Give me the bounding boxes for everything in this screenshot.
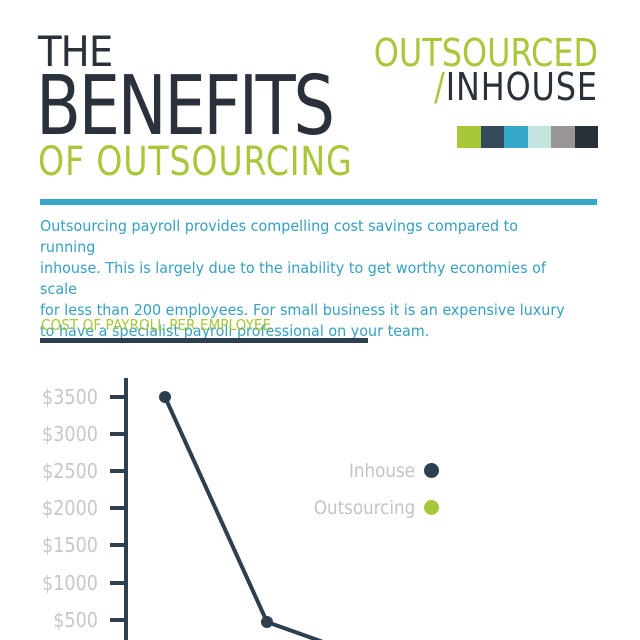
swatch-blue <box>504 126 528 148</box>
y-tick-label: $1000 <box>42 571 98 595</box>
swatch-green <box>457 126 481 148</box>
legend-label-outsourcing: Outsourcing <box>313 497 415 519</box>
y-tick-label: $1500 <box>42 533 98 557</box>
chart-heading-underline <box>40 338 368 343</box>
legend-dot-outsourcing-icon <box>424 500 439 515</box>
side-title-inhouse: /INHOUSE <box>434 68 598 106</box>
swatch-gray <box>551 126 575 148</box>
y-axis <box>110 378 128 640</box>
swatch-slate <box>480 126 504 148</box>
intro-paragraph: Outsourcing payroll provides compelling … <box>40 217 565 340</box>
color-palette <box>457 126 598 148</box>
side-title-outsourced: OUTSOURCED <box>373 31 598 75</box>
y-tick-label: $2000 <box>42 496 98 520</box>
side-title-slash: / <box>434 65 446 109</box>
legend-label-inhouse: Inhouse <box>349 460 415 482</box>
section-divider <box>40 199 597 205</box>
y-tick-label: $2500 <box>42 459 98 483</box>
data-point <box>261 616 273 628</box>
y-tick-label: $500 <box>53 608 98 632</box>
side-title-inhouse-text: INHOUSE <box>445 65 598 109</box>
swatch-charcoal <box>574 126 598 148</box>
chart-heading: COST OF PAYROLL PER EMPLOYEE <box>41 316 272 334</box>
y-tick-label: $3000 <box>42 422 98 446</box>
title-line-the: THE <box>38 27 113 76</box>
inhouse-series <box>159 391 324 640</box>
legend-dot-inhouse-icon <box>424 463 439 478</box>
swatch-mint <box>527 126 551 148</box>
title-line-of-outsourcing: OF OUTSOURCING <box>38 139 353 185</box>
data-point <box>159 391 171 403</box>
y-tick-label: $3500 <box>42 385 98 409</box>
title-line-benefits: BENEFITS <box>36 59 335 154</box>
